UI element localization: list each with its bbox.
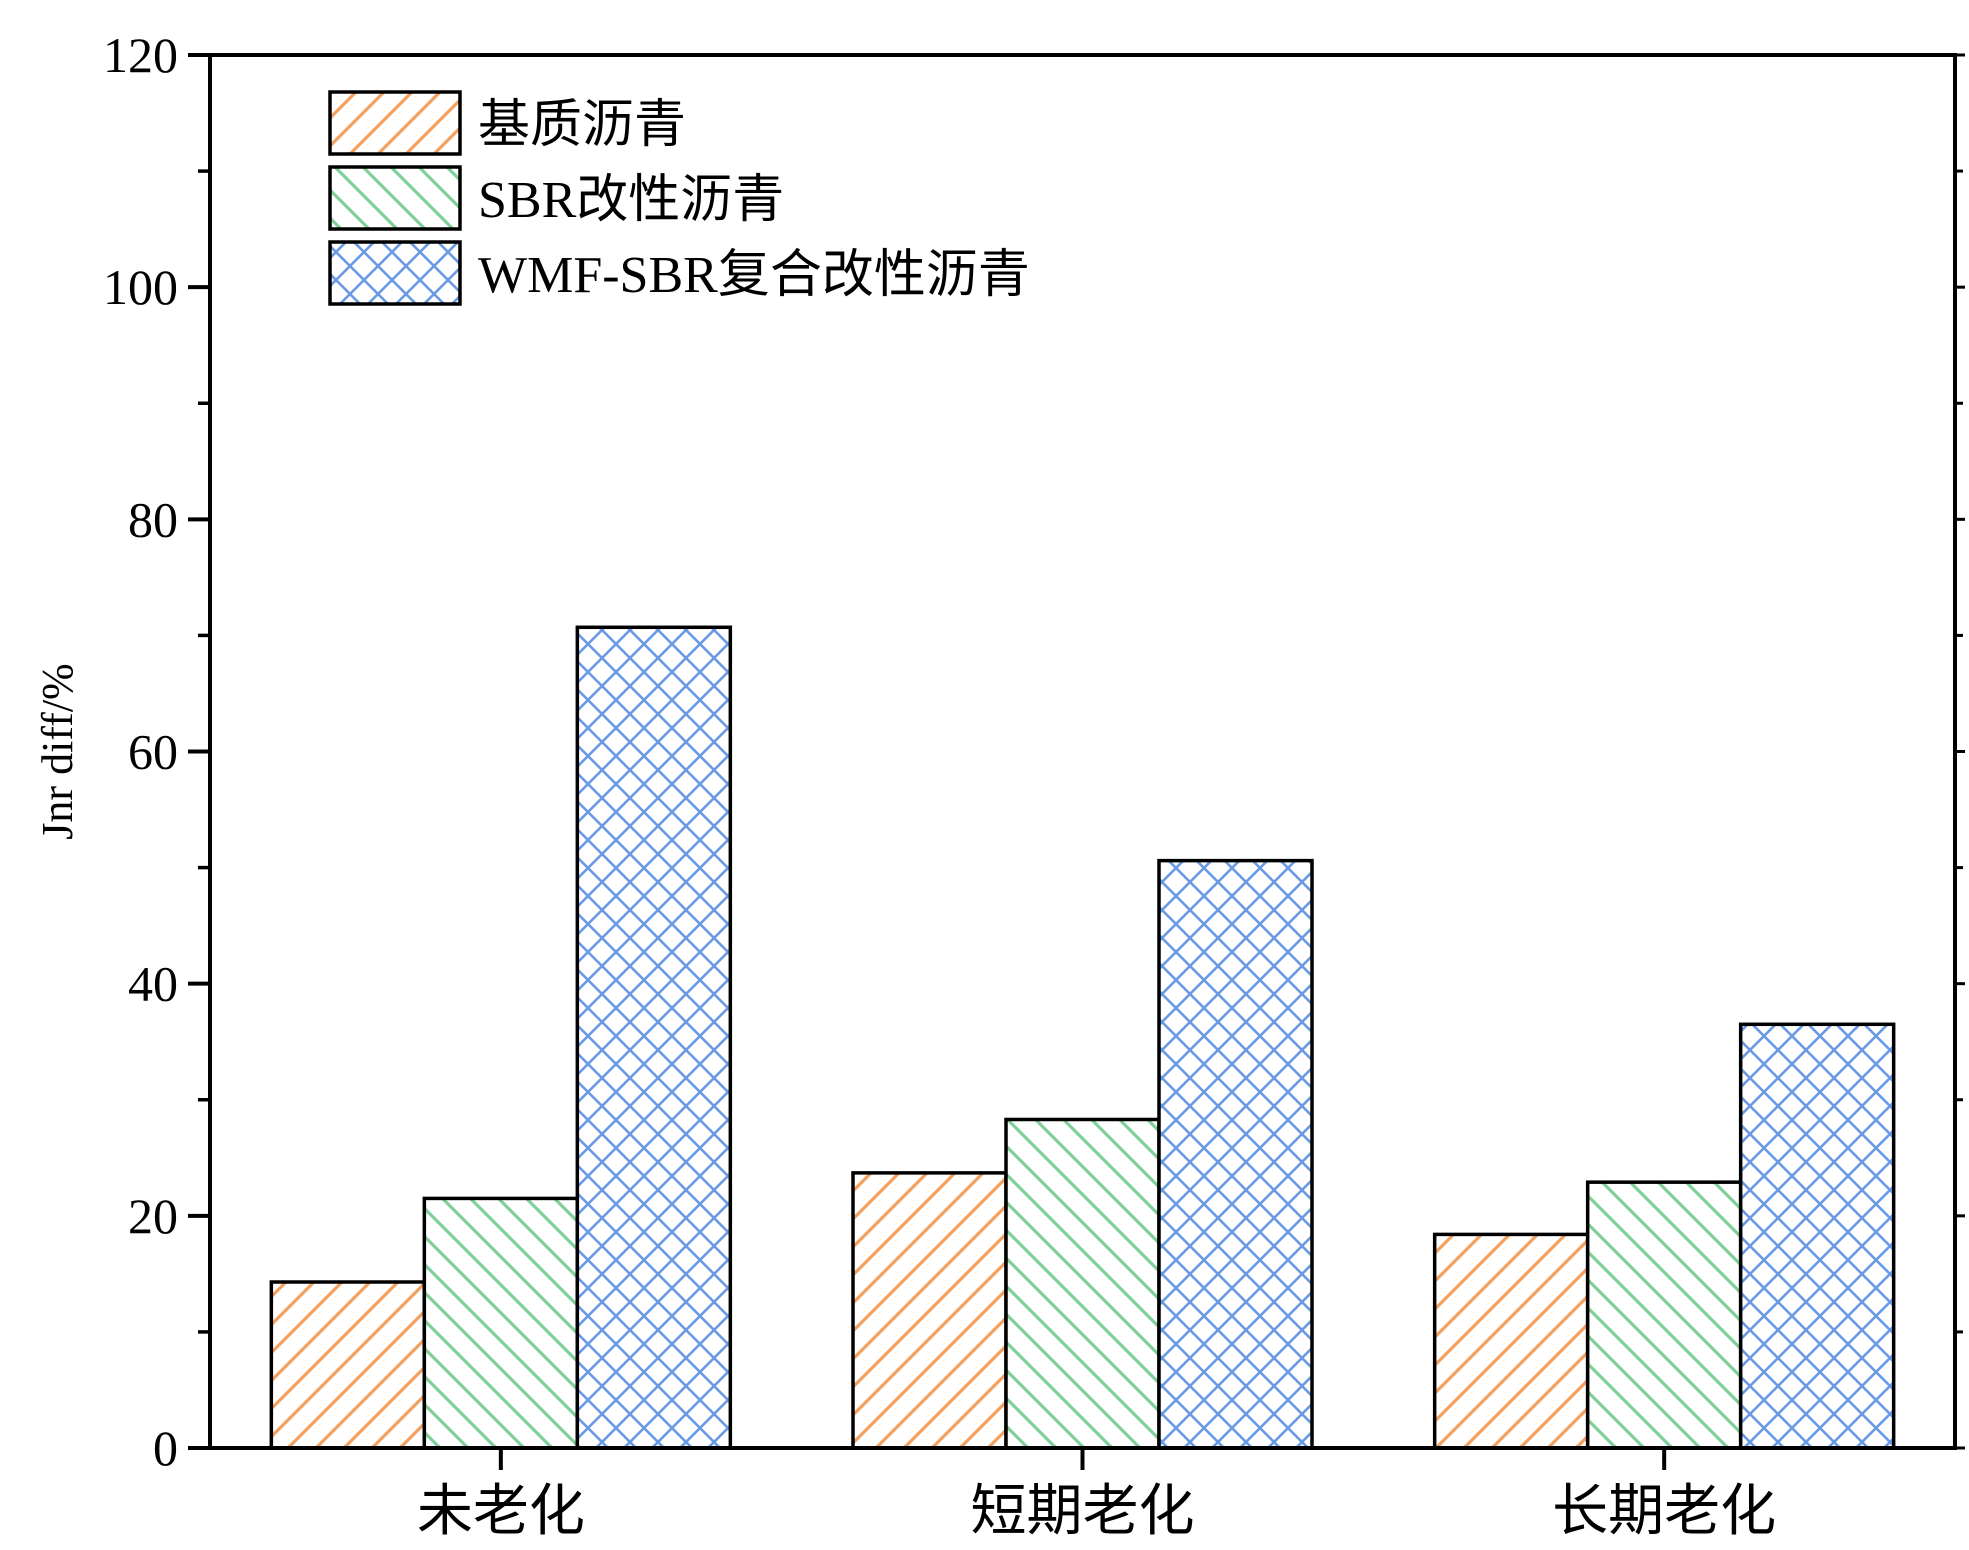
bar-2-2 (1738, 1022, 1896, 1450)
legend-label-0: 基质沥青 (478, 97, 686, 154)
x-category-label: 长期老化 (1552, 1481, 1776, 1543)
legend-swatch-2 (328, 240, 462, 306)
legend-swatch-1 (328, 165, 462, 231)
bar-0-1 (422, 1196, 580, 1450)
bar-0-2 (575, 625, 733, 1450)
y-tick-label: 60 (128, 724, 178, 780)
y-tick-label: 100 (103, 259, 178, 315)
y-axis-label: Jnr diff/% (33, 663, 82, 839)
legend: 基质沥青 SBR改性沥青 WMF-SBR复合改性沥青 (328, 90, 1030, 306)
y-tick-label: 80 (128, 491, 178, 547)
bar-1-2 (1157, 858, 1314, 1450)
y-tick-label: 40 (128, 956, 178, 1012)
bar-1-1 (1004, 1117, 1161, 1450)
y-tick-label: 0 (153, 1420, 178, 1476)
legend-label-1: SBR改性沥青 (478, 172, 784, 229)
x-category-label: 未老化 (417, 1481, 585, 1543)
x-axis: 未老化 短期老化 长期老化 (417, 1448, 1776, 1543)
legend-swatch-0 (328, 90, 462, 156)
bar-2-0 (1432, 1232, 1590, 1450)
y-tick-label: 20 (128, 1188, 178, 1244)
bar-1-0 (851, 1171, 1008, 1450)
y-axis: 0 20 40 60 80 100 120 (103, 27, 1965, 1476)
y-tick-label: 120 (103, 27, 178, 83)
bar-2-1 (1585, 1180, 1743, 1450)
legend-label-2: WMF-SBR复合改性沥青 (478, 247, 1030, 304)
x-category-label: 短期老化 (971, 1481, 1195, 1543)
bar-0-0 (269, 1280, 427, 1450)
bars-layer (269, 625, 1896, 1450)
